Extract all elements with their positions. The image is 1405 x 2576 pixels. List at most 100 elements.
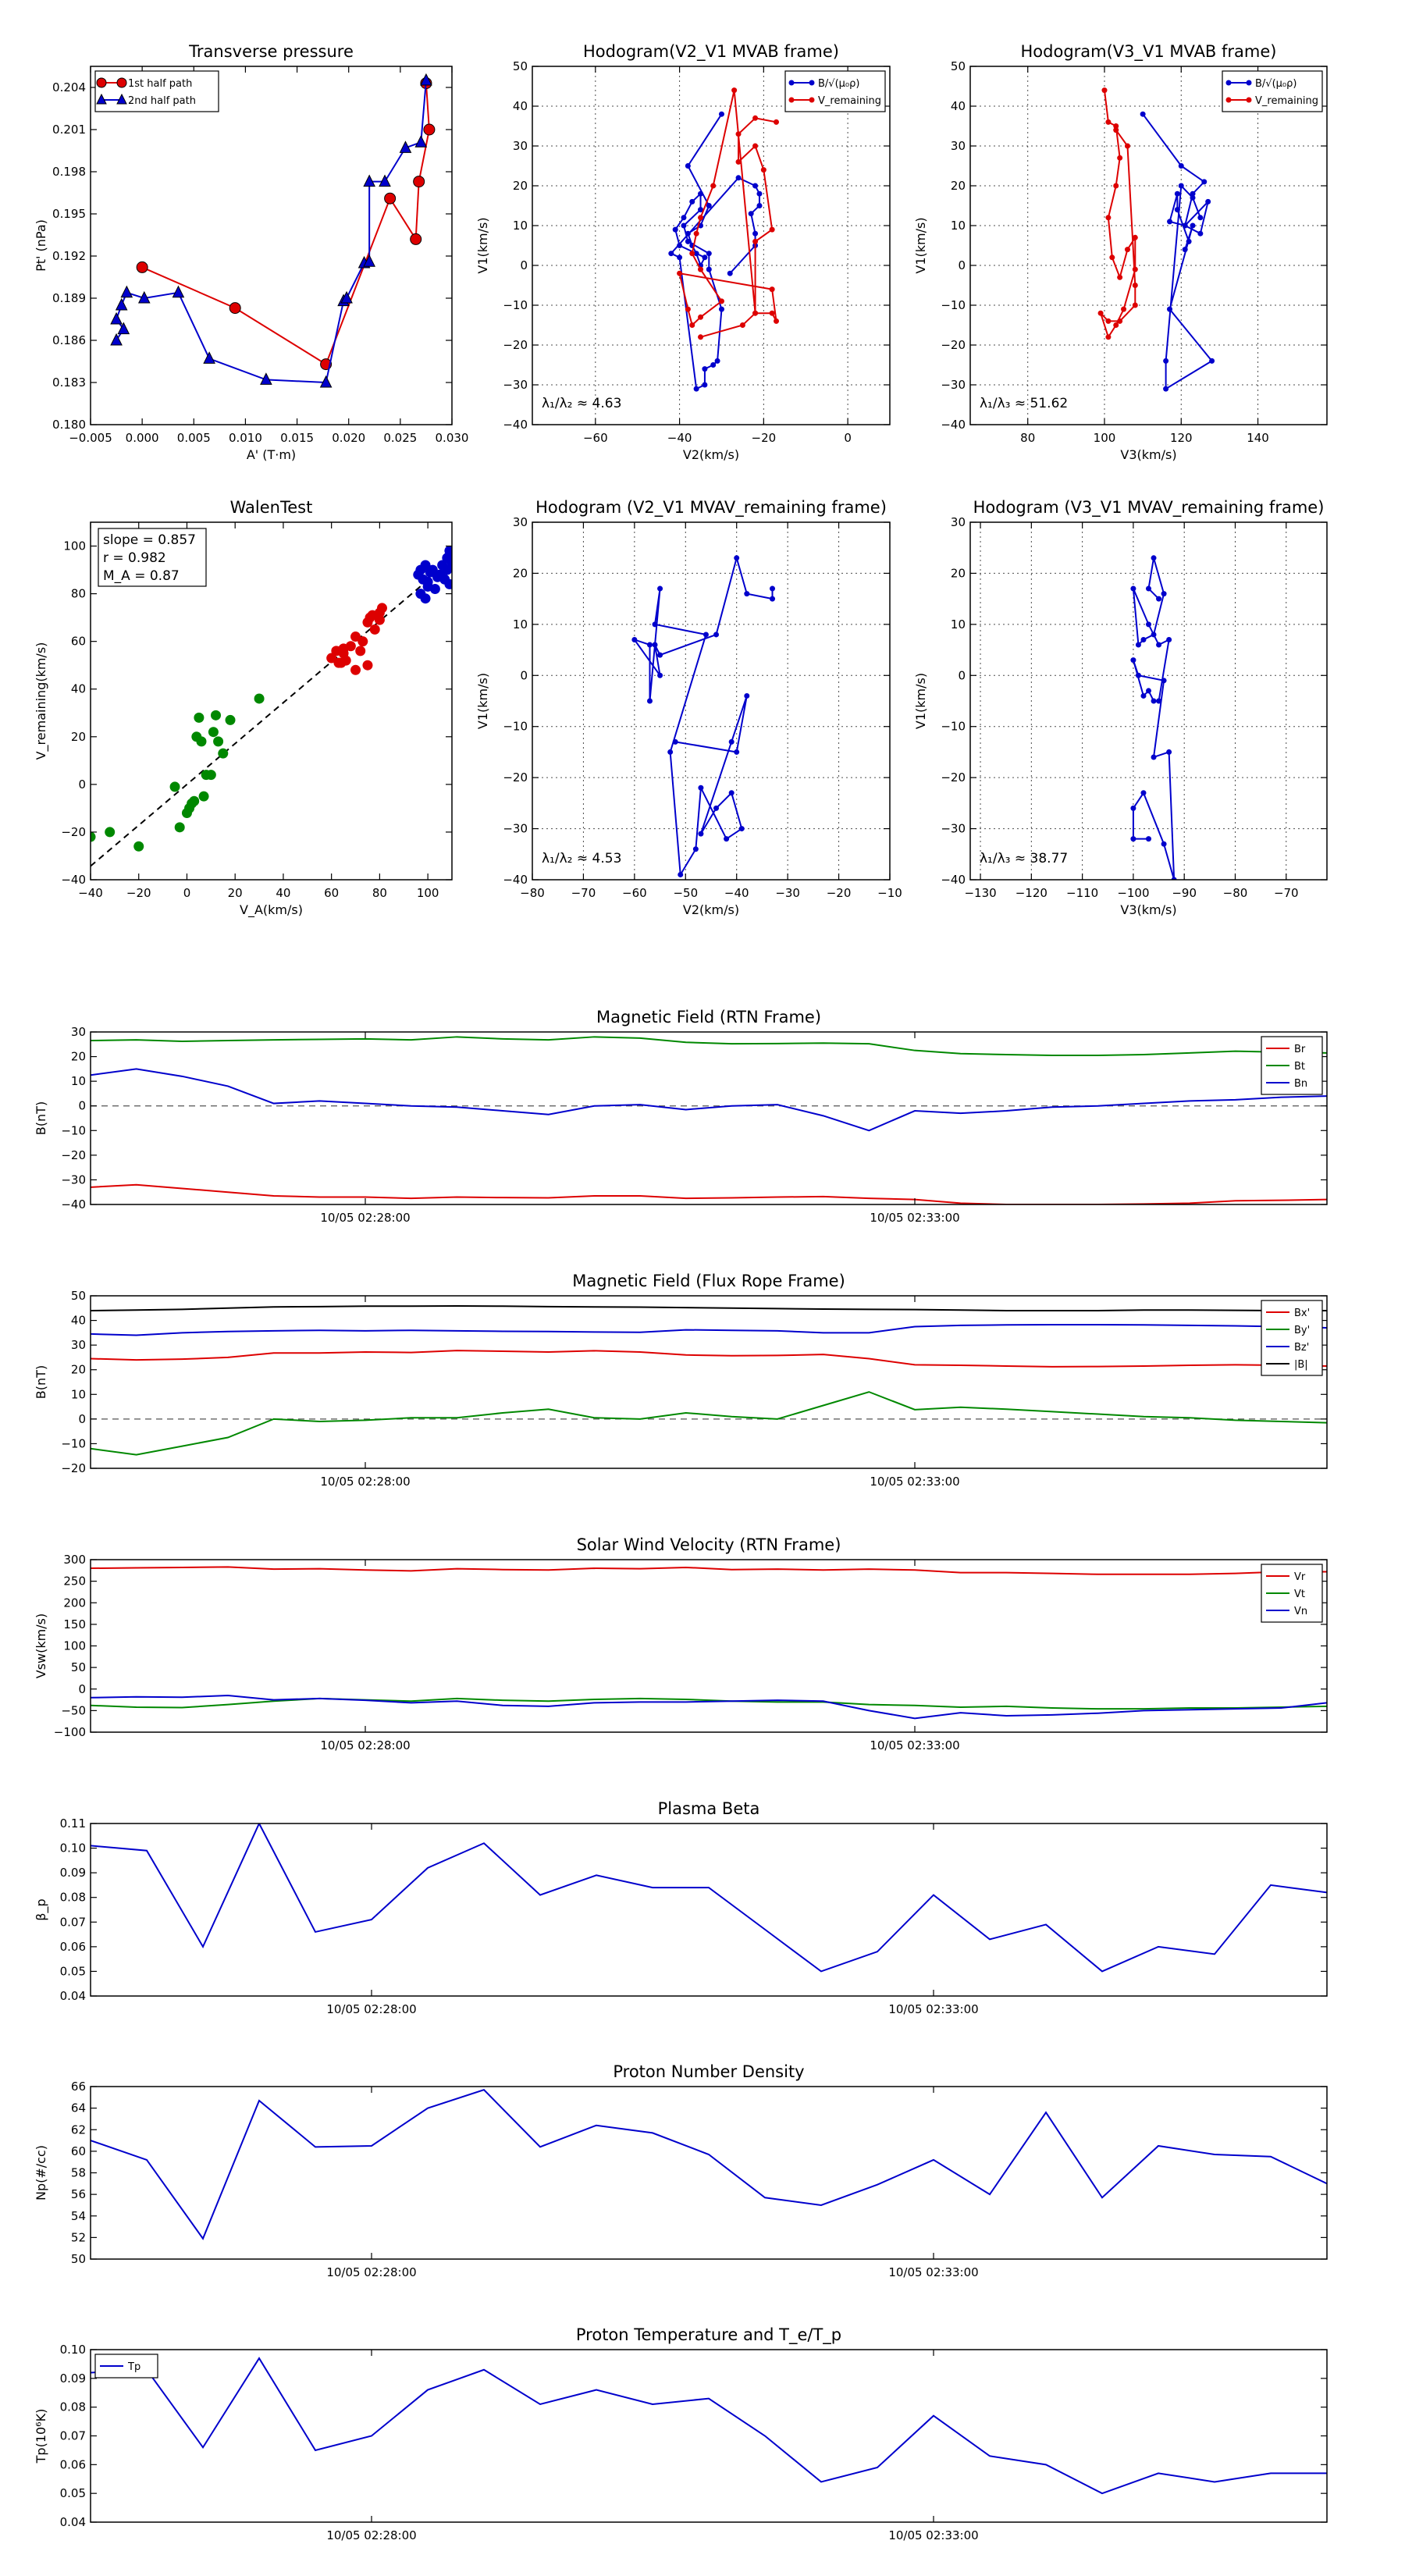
y-tick-label: −20 <box>61 1148 86 1162</box>
y-tick-label: 0.180 <box>52 418 86 432</box>
y-tick-label: 66 <box>71 2080 86 2094</box>
marker-dot <box>1132 266 1138 272</box>
x-tick-label: 60 <box>324 886 339 900</box>
chart-h21: Hodogram(V2_V1 MVAB frame) −60 −40 −20 0 −40 −… <box>475 42 891 462</box>
x-tick-label: −20 <box>126 886 151 900</box>
legend-label: 2nd half path <box>128 95 196 107</box>
marker-dot <box>1132 302 1138 308</box>
y-tick-label: 0.07 <box>60 1915 86 1929</box>
scatter-point-green <box>189 795 200 806</box>
marker-dot <box>1140 111 1146 117</box>
marker-dot <box>1167 306 1173 312</box>
marker-dot <box>744 591 750 597</box>
marker-dot <box>752 238 759 244</box>
marker-dot <box>1178 183 1184 189</box>
chart-np: Proton Number Density 10/05 02:28:00 10/05… <box>34 2062 1328 2279</box>
x-tick-label: −120 <box>1016 886 1048 900</box>
scatter-point-blue <box>420 593 431 604</box>
marker-dot <box>1105 318 1112 324</box>
annotation-text: λ₁/λ₃ ≈ 51.62 <box>980 396 1068 411</box>
x-tick-label: −80 <box>1223 886 1248 900</box>
x-tick-label: −80 <box>520 886 545 900</box>
legend-box <box>1222 70 1323 112</box>
marker-dot <box>1174 190 1180 197</box>
y-tick-label: 0 <box>520 668 528 682</box>
marker-dot <box>1132 234 1138 240</box>
y-tick-label: 30 <box>71 1338 86 1352</box>
marker-circle <box>413 176 425 188</box>
y-tick-label: −20 <box>503 338 528 352</box>
y-tick-label: 40 <box>71 682 86 696</box>
legend-label: Vr <box>1294 1571 1306 1583</box>
marker-dot <box>713 632 720 638</box>
x-tick-label: −130 <box>964 886 996 900</box>
axes-frame <box>90 1031 1328 1205</box>
scatter-point-green <box>91 831 96 842</box>
y-tick-label: 0.07 <box>60 2429 86 2443</box>
y-tick-label: 0.189 <box>52 291 86 305</box>
scatter-point-green <box>208 727 219 738</box>
marker-triangle <box>203 351 215 364</box>
x-tick-label: 10/05 02:28:00 <box>326 2528 416 2542</box>
marker-dot <box>677 254 683 261</box>
annotation-text: r = 0.982 <box>103 550 166 566</box>
y-tick-label: 40 <box>71 1314 86 1328</box>
x-tick-label: 20 <box>228 886 243 900</box>
marker-dot <box>770 596 776 602</box>
marker-dot <box>678 871 684 877</box>
scatter-point-green <box>218 748 229 759</box>
scatter-point-green <box>174 822 185 833</box>
x-tick-label: −100 <box>1117 886 1149 900</box>
marker-dot <box>770 585 776 592</box>
chart-title: Transverse pressure <box>188 42 354 61</box>
plot-area <box>631 555 776 877</box>
x-tick-label: 10/05 02:28:00 <box>326 2002 416 2016</box>
annotation-text: λ₁/λ₂ ≈ 4.63 <box>542 396 621 411</box>
plot-area <box>91 2357 1327 2495</box>
y-tick-label: 30 <box>951 139 966 153</box>
legend-marker <box>788 97 795 103</box>
x-tick-label: 0.000 <box>126 431 159 445</box>
marker-dot <box>698 207 704 213</box>
marker-triangle <box>117 322 130 335</box>
chart-walen: WalenTest −40 −20 0 20 40 60 80 100 −40 −20 0 20 40 60… <box>34 498 453 918</box>
legend-label: Bz' <box>1294 1342 1309 1354</box>
series-line-beta <box>91 1823 1327 1973</box>
marker-dot <box>1117 318 1123 324</box>
y-tick-label: −40 <box>61 1197 86 1212</box>
series-line-B/√(μ₀ρ) <box>1142 113 1214 390</box>
marker-triangle <box>110 333 123 346</box>
marker-dot <box>1130 657 1136 664</box>
x-tick-label: −10 <box>877 886 902 900</box>
series-line-Bx' <box>91 1350 1327 1368</box>
marker-dot <box>1163 386 1169 392</box>
marker-dot <box>685 163 691 169</box>
x-tick-label: 0.010 <box>229 431 262 445</box>
marker-dot <box>685 230 691 237</box>
series-line-|B| <box>91 1304 1327 1311</box>
marker-dot <box>1140 790 1147 796</box>
marker-dot <box>1130 836 1136 842</box>
axes-frame <box>90 1559 1328 1733</box>
marker-dot <box>672 226 678 233</box>
marker-circle <box>136 261 148 273</box>
chart-title: Hodogram(V2_V1 MVAB frame) <box>583 42 839 62</box>
marker-triangle <box>115 297 128 311</box>
marker-dot <box>738 826 745 832</box>
x-axis-label: V3(km/s) <box>1120 447 1176 462</box>
marker-dot <box>728 790 735 796</box>
y-tick-label: 250 <box>63 1574 86 1589</box>
y-tick-label: 0 <box>78 1412 86 1426</box>
y-tick-label: −20 <box>61 1461 86 1475</box>
scatter-point-red <box>357 636 368 647</box>
marker-dot <box>714 358 720 364</box>
marker-dot <box>1130 805 1136 811</box>
legend-box <box>784 70 886 112</box>
x-tick-label: −0.005 <box>69 431 112 445</box>
y-tick-label: −40 <box>941 873 966 887</box>
marker-dot <box>735 175 742 181</box>
marker-dot <box>1174 207 1180 213</box>
axes-frame <box>969 521 1328 881</box>
marker-triangle <box>379 174 391 187</box>
marker-dot <box>1163 358 1169 364</box>
